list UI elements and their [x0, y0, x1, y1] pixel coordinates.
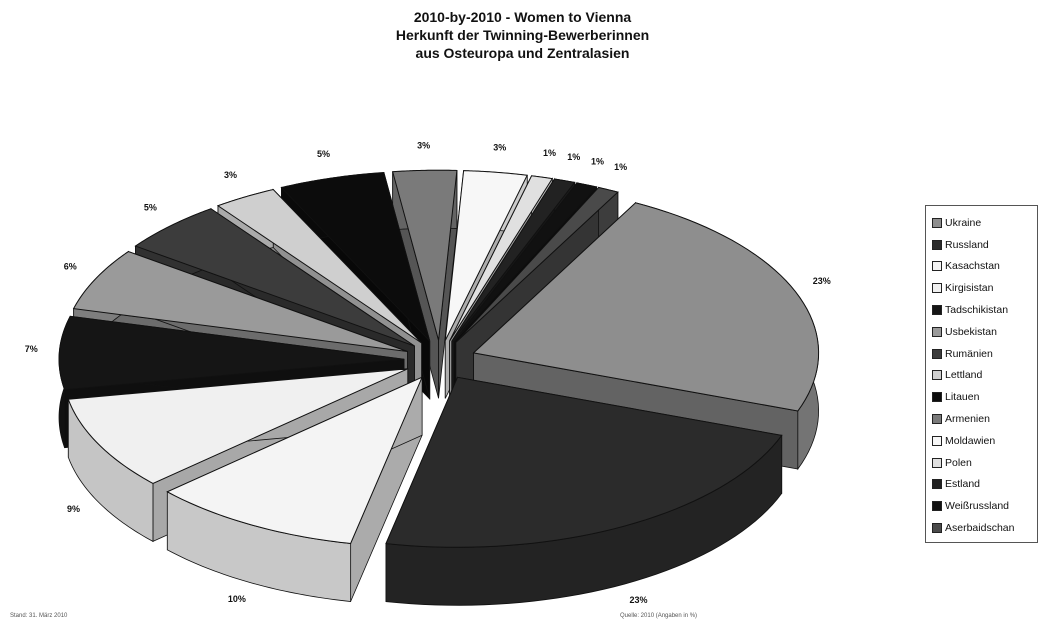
chart-title-line-3: aus Osteuropa und Zentralasien — [415, 45, 630, 61]
legend-label: Ukraine — [945, 216, 982, 229]
pie-slice-value-label: 1% — [614, 162, 627, 172]
legend-label: Moldawien — [945, 434, 996, 447]
legend-item: Polen — [932, 452, 1037, 474]
legend-swatch — [932, 435, 942, 446]
pie-slice-value-label: 1% — [543, 148, 556, 158]
chart-title-line-1: 2010-by-2010 - Women to Vienna — [413, 9, 632, 25]
chart-title: 2010-by-2010 - Women to Vienna Herkunft … — [0, 8, 1045, 62]
pie-slice-usbekistan — [72, 251, 408, 353]
legend-label: Weißrussland — [945, 500, 1009, 513]
pie-slice-value-label: 3% — [493, 142, 506, 152]
legend-item: Armenien — [932, 408, 1037, 430]
legend-swatch — [932, 261, 942, 272]
legend-item: Kasachstan — [932, 256, 1037, 278]
pie-slice-weißrussland — [453, 182, 598, 343]
legend-item: Tadschikistan — [932, 299, 1037, 321]
pie-slice-value-label: 5% — [144, 202, 157, 212]
pie-slice-value-label: 7% — [25, 344, 38, 354]
pie-slice-rumänien — [134, 208, 415, 347]
legend-swatch — [932, 479, 942, 490]
legend-swatch — [932, 501, 942, 512]
footer-source: Quelle: 2010 (Angaben in %) — [620, 613, 698, 619]
legend-label: Lettland — [945, 369, 983, 382]
pie-slice-value-label: 3% — [224, 170, 237, 180]
legend-item: Litauen — [932, 386, 1037, 408]
pie-slice-polen — [449, 175, 554, 342]
legend-swatch — [932, 239, 942, 250]
footer-date: Stand: 31. März 2010 — [10, 613, 68, 619]
pie-slice-value-label: 5% — [317, 149, 330, 159]
legend-label: Litauen — [945, 391, 980, 404]
legend-item: Lettland — [932, 365, 1037, 387]
pie-slice-tadschikistan — [58, 315, 405, 391]
legend-swatch — [932, 414, 942, 425]
legend-swatch — [932, 305, 942, 316]
pie-slice-aserbaidschan — [455, 186, 619, 343]
pie-slice-value-label: 3% — [417, 140, 430, 150]
pie-slice-value-label: 23% — [813, 276, 831, 286]
legend-swatch — [932, 348, 942, 359]
pie-slice-ukraine — [472, 202, 820, 412]
legend-item: Ukraine — [932, 212, 1037, 234]
pie-slice-moldawien — [444, 170, 528, 341]
legend-item: Kirgisistan — [932, 277, 1037, 299]
legend-label: Polen — [945, 456, 972, 469]
pie-slice-value-label: 1% — [567, 152, 580, 162]
chart-legend: Ukraine Russland Kasachstan Kirgisistan Tads… — [925, 205, 1038, 543]
pie-slice-value-label: 9% — [67, 504, 80, 514]
legend-item: Estland — [932, 474, 1037, 496]
legend-item: Russland — [932, 234, 1037, 256]
legend-label: Rumänien — [945, 347, 993, 360]
pie-slice-estland — [451, 178, 576, 342]
legend-label: Kasachstan — [945, 260, 1000, 273]
legend-swatch — [932, 392, 942, 403]
legend-label: Estland — [945, 478, 981, 491]
legend-item: Rumänien — [932, 343, 1037, 365]
legend-swatch — [932, 217, 942, 228]
pie-slice-litauen — [280, 172, 431, 342]
legend-label: Usbekistan — [945, 325, 997, 338]
legend-swatch — [932, 283, 942, 294]
legend-label: Tadschikistan — [945, 304, 1009, 317]
pie-slice-value-label: 1% — [591, 157, 604, 167]
legend-label: Russland — [945, 238, 989, 251]
legend-label: Kirgisistan — [945, 282, 994, 295]
pie-slice-lettland — [216, 188, 422, 344]
legend-item: Usbekistan — [932, 321, 1037, 343]
legend-label: Aserbaidschan — [945, 522, 1015, 535]
legend-swatch — [932, 326, 942, 337]
legend-item: Aserbaidschan — [932, 517, 1037, 539]
legend-item: Weißrussland — [932, 495, 1037, 517]
legend-label: Armenien — [945, 413, 990, 426]
legend-swatch — [932, 370, 942, 381]
pie-slice-kasachstan — [166, 376, 424, 545]
chart-title-line-2: Herkunft der Twinning-Bewerberinnen — [395, 27, 650, 43]
pie-slice-kirgisistan — [67, 368, 408, 484]
pie-slice-russland — [385, 376, 783, 548]
legend-swatch — [932, 457, 942, 468]
pie-slice-value-label: 23% — [629, 595, 647, 605]
pie-slice-armenien — [392, 169, 458, 341]
legend-swatch — [932, 523, 942, 534]
pie-slice-value-label: 10% — [228, 594, 246, 604]
pie-slice-value-label: 6% — [64, 261, 77, 271]
legend-item: Moldawien — [932, 430, 1037, 452]
